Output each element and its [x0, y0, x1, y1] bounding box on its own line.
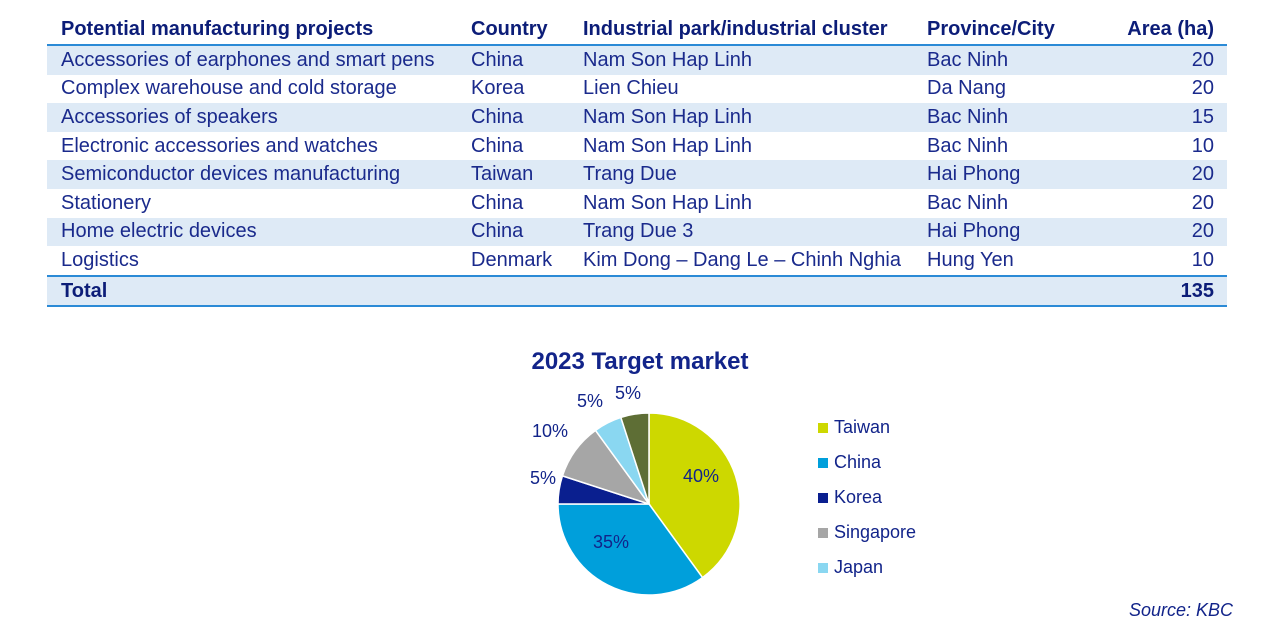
table-row: Accessories of earphones and smart pens C… [47, 46, 1227, 75]
cell-project: Semiconductor devices manufacturing [61, 163, 401, 186]
cell-park: Nam Son Hap Linh [583, 191, 752, 214]
table-row: Logistics Denmark Kim Dong – Dang Le – Chi… [47, 246, 1227, 275]
cell-province: Bac Ninh [927, 105, 1009, 128]
cell-project: Accessories of speakers [61, 105, 278, 128]
cell-park: Nam Son Hap Linh [583, 134, 752, 157]
cell-area: 20 [1191, 48, 1214, 71]
pie-value-label: 40% [683, 466, 719, 486]
legend-label: Korea [834, 487, 883, 507]
cell-park: Kim Dong – Dang Le – Chinh Nghia [583, 248, 901, 271]
header-country: Country [471, 17, 548, 40]
cell-park: Trang Due [583, 163, 677, 186]
cell-province: Bac Ninh [927, 191, 1009, 214]
source-note: Source: KBC [1128, 600, 1233, 620]
pie-value-label: 35% [593, 532, 629, 552]
legend-item: Korea [818, 480, 916, 515]
pie-value-label: 5% [577, 391, 603, 411]
projects-table: Potential manufacturing projects Country… [47, 14, 1227, 308]
legend-swatch [818, 562, 828, 573]
cell-park: Trang Due 3 [583, 220, 694, 243]
cell-province: Da Nang [927, 77, 1006, 100]
cell-area: 10 [1191, 248, 1214, 271]
pie-value-label: 10% [532, 421, 568, 441]
pie-slice-china [557, 503, 704, 596]
cell-country: Denmark [471, 248, 553, 271]
cell-country: China [471, 134, 524, 157]
legend-swatch [818, 527, 828, 538]
cell-province: Bac Ninh [927, 134, 1009, 157]
cell-project: Complex warehouse and cold storage [61, 77, 397, 100]
cell-area: 20 [1191, 191, 1214, 214]
table-row: Accessories of speakers China Nam Son Hap … [47, 103, 1227, 132]
table-header-row: Potential manufacturing projects Country… [47, 14, 1227, 46]
cell-country: China [471, 105, 524, 128]
header-province: Province/City [927, 17, 1055, 40]
cell-area: 20 [1191, 77, 1214, 100]
cell-area: 20 [1191, 220, 1214, 243]
cell-province: Hung Yen [927, 248, 1014, 271]
pie-slice-other [619, 412, 650, 505]
table-row: Home electric devices China Trang Due 3 Hai… [47, 217, 1227, 247]
table-total-row: Total 135 [47, 274, 1227, 308]
table-row: Semiconductor devices manufacturing Taiwa… [47, 160, 1227, 189]
table-body: Accessories of earphones and smart pens C… [47, 46, 1227, 275]
legend-label: Taiwan [834, 417, 891, 437]
legend-item: Japan [818, 550, 916, 585]
cell-province: Bac Ninh [927, 48, 1009, 71]
legend-label: China [834, 452, 882, 472]
cell-project: Accessories of earphones and smart pens [61, 48, 435, 71]
cell-country: Taiwan [471, 163, 534, 186]
legend-swatch [818, 422, 828, 433]
cell-park: Nam Son Hap Linh [583, 48, 752, 71]
legend-item: Singapore [818, 515, 916, 550]
header-park: Industrial park/industrial cluster [583, 17, 888, 40]
cell-project: Electronic accessories and watches [61, 134, 378, 157]
cell-country: China [471, 48, 524, 71]
pie-value-label: 5% [615, 383, 641, 403]
cell-country: Korea [471, 77, 525, 100]
table-row: Complex warehouse and cold storage Korea L… [47, 75, 1227, 104]
cell-park: Lien Chieu [583, 77, 679, 100]
cell-country: China [471, 220, 524, 243]
legend-label: Japan [834, 557, 884, 577]
table-row: Stationery China Nam Son Hap Linh Bac Ninh 2… [47, 189, 1227, 218]
legend-label: Singapore [834, 522, 917, 542]
cell-area: 20 [1191, 163, 1214, 186]
cell-project: Stationery [61, 191, 152, 214]
legend-item: China [818, 445, 916, 480]
legend-swatch [818, 492, 828, 503]
pie-value-label: 5% [530, 468, 556, 488]
legend-swatch [818, 457, 828, 468]
pie-slice-taiwan [648, 412, 741, 579]
total-value: 135 [1180, 279, 1214, 302]
chart-title: 2023 Target market [531, 348, 749, 375]
header-area: Area (ha) [1127, 17, 1214, 40]
cell-country: China [471, 191, 524, 214]
total-label: Total [61, 279, 108, 302]
chart-legend: Taiwan China Korea Singapore Japan [818, 410, 916, 585]
header-projects: Potential manufacturing projects [61, 17, 374, 40]
table-row: Electronic accessories and watches China N… [47, 132, 1227, 161]
cell-province: Hai Phong [927, 220, 1021, 243]
cell-province: Hai Phong [927, 163, 1021, 186]
cell-area: 10 [1191, 134, 1214, 157]
cell-project: Logistics [61, 248, 139, 271]
legend-item: Taiwan [818, 410, 916, 445]
cell-area: 15 [1191, 105, 1214, 128]
cell-project: Home electric devices [61, 220, 257, 243]
cell-park: Nam Son Hap Linh [583, 105, 752, 128]
